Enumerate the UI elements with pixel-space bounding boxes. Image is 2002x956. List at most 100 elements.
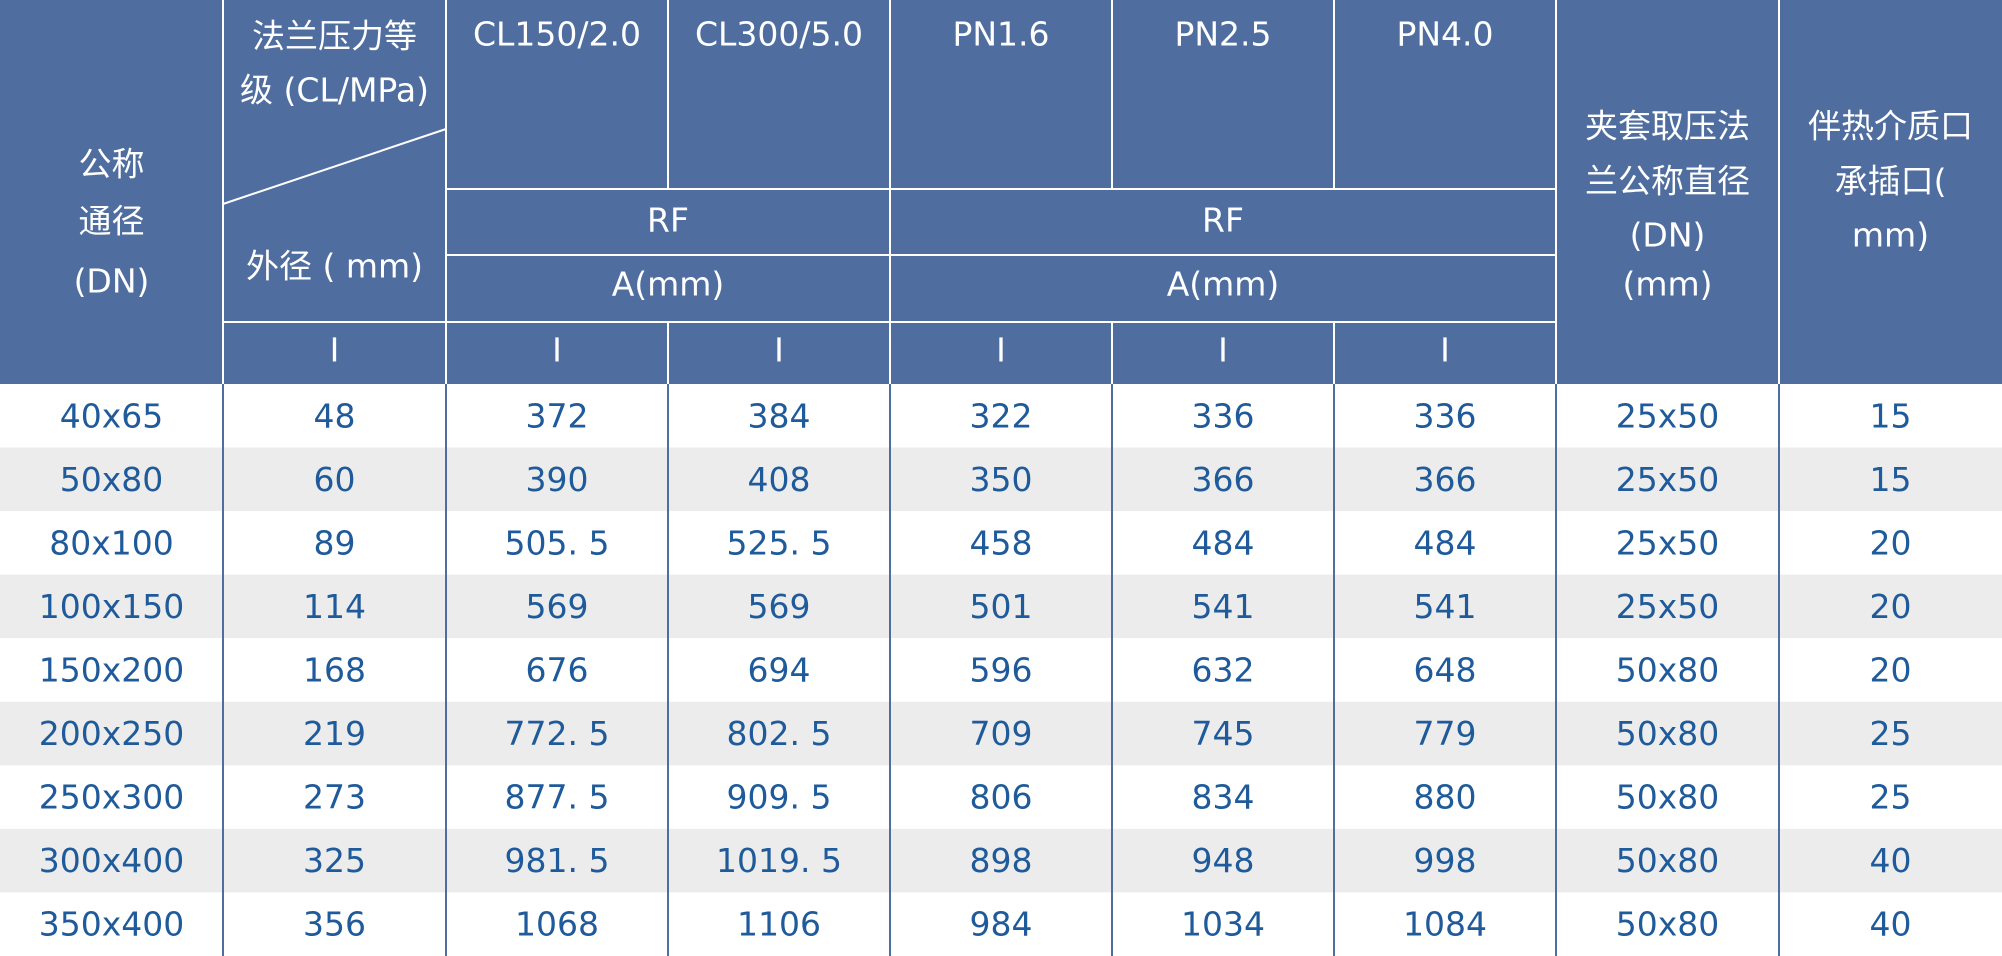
cell: 998 bbox=[1414, 841, 1477, 880]
row-bg bbox=[0, 447, 2002, 512]
cell: 676 bbox=[526, 651, 589, 690]
cell: 15 bbox=[1870, 396, 1912, 435]
cell: 505. 5 bbox=[505, 523, 610, 562]
header-text: 伴热介质口 bbox=[1808, 107, 1973, 146]
cell: 501 bbox=[970, 587, 1033, 626]
cell: 745 bbox=[1192, 714, 1255, 753]
cell: 390 bbox=[526, 460, 589, 499]
cell: 806 bbox=[970, 778, 1033, 817]
cell: 880 bbox=[1414, 778, 1477, 817]
cell: 694 bbox=[748, 651, 811, 690]
header-text: RF bbox=[1202, 201, 1244, 240]
cell: 834 bbox=[1192, 778, 1255, 817]
cell: 909. 5 bbox=[727, 778, 832, 817]
row-bg bbox=[0, 574, 2002, 639]
cell: 984 bbox=[970, 905, 1033, 944]
cell: 1019. 5 bbox=[716, 841, 842, 880]
cell: 948 bbox=[1192, 841, 1255, 880]
header-text: RF bbox=[647, 201, 689, 240]
cell: 648 bbox=[1414, 651, 1477, 690]
cell: 50x80 bbox=[1616, 905, 1720, 944]
cell: 356 bbox=[303, 905, 366, 944]
cell: 458 bbox=[970, 523, 1033, 562]
cell: 219 bbox=[303, 714, 366, 753]
cell: 322 bbox=[970, 396, 1033, 435]
header-text: I bbox=[774, 331, 784, 370]
cell: 336 bbox=[1414, 396, 1477, 435]
row-bg bbox=[0, 828, 2002, 893]
cell: 981. 5 bbox=[505, 841, 610, 880]
header-text: PN4.0 bbox=[1396, 15, 1493, 54]
cell: 48 bbox=[314, 396, 356, 435]
cell: 50x80 bbox=[1616, 841, 1720, 880]
cell: 200x250 bbox=[39, 714, 185, 753]
header-text: I bbox=[552, 331, 562, 370]
cell: 40 bbox=[1870, 905, 1912, 944]
cell: 877. 5 bbox=[505, 778, 610, 817]
cell: 60 bbox=[314, 460, 356, 499]
cell: 772. 5 bbox=[505, 714, 610, 753]
header-text: 夹套取压法 bbox=[1585, 107, 1750, 146]
cell: 168 bbox=[303, 651, 366, 690]
cell: 779 bbox=[1414, 714, 1477, 753]
cell: 325 bbox=[303, 841, 366, 880]
cell: 89 bbox=[314, 523, 356, 562]
cell: 525. 5 bbox=[727, 523, 832, 562]
cell: 384 bbox=[748, 396, 811, 435]
row-bg bbox=[0, 701, 2002, 766]
row-bg bbox=[0, 892, 2002, 956]
cell: 541 bbox=[1192, 587, 1255, 626]
cell: 25x50 bbox=[1616, 523, 1720, 562]
header-text: 承插口( bbox=[1835, 162, 1947, 201]
cell: 366 bbox=[1414, 460, 1477, 499]
header-text: PN2.5 bbox=[1174, 15, 1271, 54]
header-text: (DN) bbox=[74, 262, 150, 301]
cell: 1034 bbox=[1181, 905, 1265, 944]
header-text: CL300/5.0 bbox=[695, 15, 863, 54]
header-text: mm) bbox=[1852, 216, 1929, 255]
cell: 40x65 bbox=[60, 396, 164, 435]
cell: 20 bbox=[1870, 523, 1912, 562]
cell: 898 bbox=[970, 841, 1033, 880]
header-text: A(mm) bbox=[1167, 265, 1280, 304]
cell: 25x50 bbox=[1616, 396, 1720, 435]
cell: 484 bbox=[1414, 523, 1477, 562]
cell: 25 bbox=[1870, 778, 1912, 817]
cell: 350 bbox=[970, 460, 1033, 499]
cell: 50x80 bbox=[1616, 651, 1720, 690]
cell: 273 bbox=[303, 778, 366, 817]
cell: 541 bbox=[1414, 587, 1477, 626]
cell: 25 bbox=[1870, 714, 1912, 753]
cell: 20 bbox=[1870, 587, 1912, 626]
header-line bbox=[222, 128, 447, 205]
header-text: 兰公称直径 bbox=[1585, 162, 1750, 201]
header-text: I bbox=[996, 331, 1006, 370]
cell: 20 bbox=[1870, 651, 1912, 690]
cell: 50x80 bbox=[1616, 714, 1720, 753]
header-text: 外径 ( mm) bbox=[246, 247, 423, 286]
cell: 569 bbox=[526, 587, 589, 626]
row-bg bbox=[0, 511, 2002, 575]
cell: 1068 bbox=[515, 905, 599, 944]
cell: 80x100 bbox=[49, 523, 174, 562]
header-text: 法兰压力等 bbox=[252, 17, 417, 56]
cell: 40 bbox=[1870, 841, 1912, 880]
cell: 366 bbox=[1192, 460, 1255, 499]
cell: 350x400 bbox=[39, 905, 185, 944]
cell: 1106 bbox=[737, 905, 821, 944]
header-text: (DN) bbox=[1630, 216, 1706, 255]
cell: 25x50 bbox=[1616, 587, 1720, 626]
row-bg bbox=[0, 638, 2002, 702]
cell: 802. 5 bbox=[727, 714, 832, 753]
cell: 709 bbox=[970, 714, 1033, 753]
header-text: I bbox=[1218, 331, 1228, 370]
row-bg bbox=[0, 384, 2002, 448]
header-text: 级 (CL/MPa) bbox=[240, 71, 429, 110]
cell: 150x200 bbox=[39, 651, 185, 690]
cell: 15 bbox=[1870, 460, 1912, 499]
cell: 632 bbox=[1192, 651, 1255, 690]
cell: 50x80 bbox=[60, 460, 164, 499]
row-bg bbox=[0, 765, 2002, 829]
